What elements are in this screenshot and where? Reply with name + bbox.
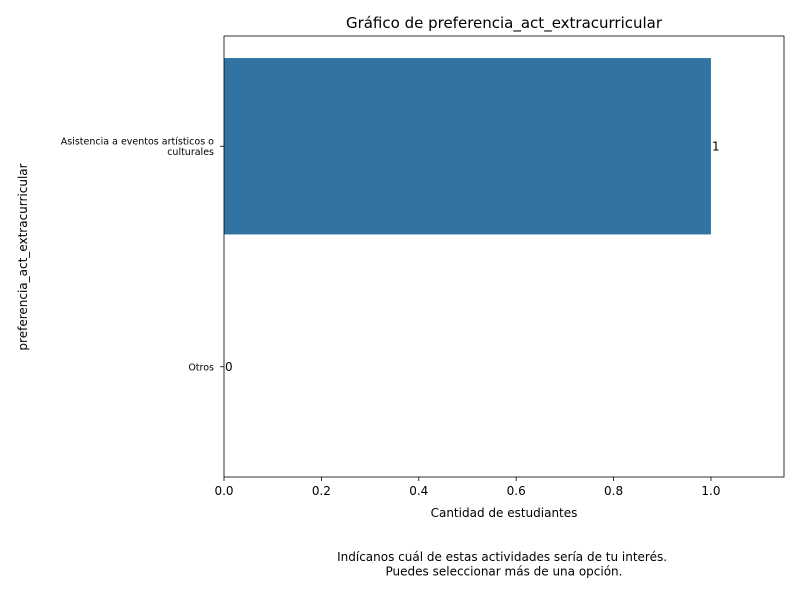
chart-footnote: Indícanos cuál de estas actividades serí… [337, 550, 671, 579]
x-tick-label: 0.0 [214, 484, 233, 498]
x-tick-label: 0.4 [409, 484, 428, 498]
y-axis-label: preferencia_act_extracurricular [16, 163, 30, 350]
x-tick-label: 1.0 [701, 484, 720, 498]
y-tick-label: Otros [188, 362, 214, 373]
x-tick-label: 0.8 [604, 484, 623, 498]
bar-value-label: 0 [225, 360, 233, 374]
bar-value-label: 1 [712, 139, 720, 153]
plot-frame [223, 35, 785, 478]
x-axis-label: Cantidad de estudiantes [431, 506, 578, 520]
bar [224, 58, 711, 235]
y-tick-label: Asistencia a eventos artísticos o cultura… [61, 137, 214, 159]
x-tick-label: 0.6 [507, 484, 526, 498]
x-tick-label: 0.2 [312, 484, 331, 498]
footnote-line: Indícanos cuál de estas actividades serí… [337, 550, 667, 564]
chart-title: Gráfico de preferencia_act_extracurricul… [346, 14, 663, 33]
footnote-line: Puedes seleccionar más de una opción. [386, 565, 623, 579]
